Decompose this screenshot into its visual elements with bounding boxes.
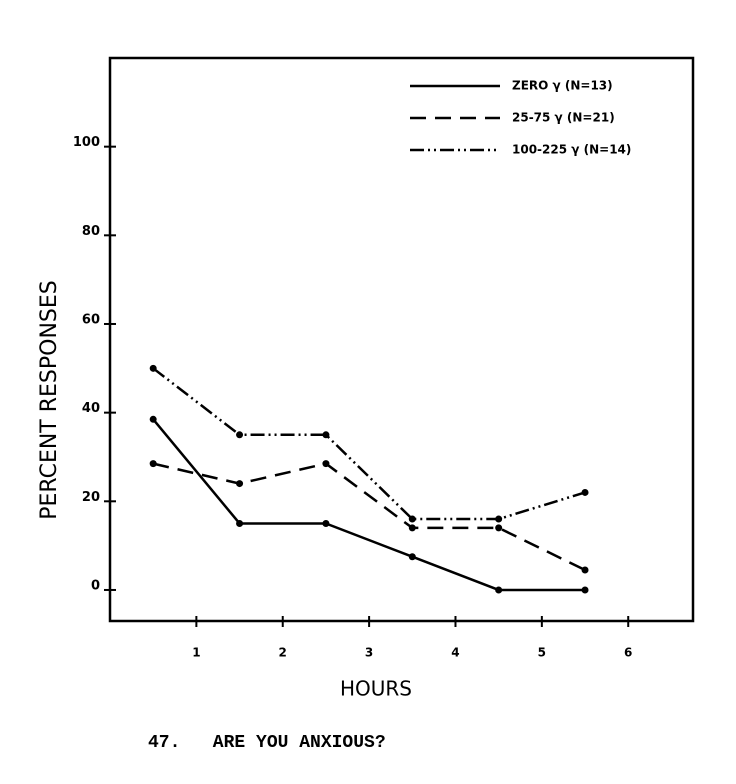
y-axis-label: PERCENT RESPONSES	[37, 280, 62, 520]
x-tick-label: 6	[624, 646, 632, 660]
data-point	[495, 515, 503, 523]
data-point	[322, 431, 330, 439]
data-point	[149, 364, 157, 372]
y-tick-label: 0	[91, 578, 100, 593]
data-point	[495, 586, 503, 594]
data-point	[322, 460, 330, 468]
data-point	[581, 566, 589, 574]
series-line	[152, 367, 586, 521]
x-axis-label: HOURS	[340, 677, 412, 701]
x-tick-label: 2	[279, 646, 287, 660]
data-point	[581, 586, 589, 594]
series-line	[152, 418, 586, 592]
y-tick-label: 80	[82, 224, 100, 239]
x-tick-label: 1	[192, 646, 200, 660]
x-tick-label: 3	[365, 646, 373, 660]
data-point	[408, 553, 416, 561]
data-point	[408, 515, 416, 523]
data-point	[322, 519, 330, 527]
data-point	[236, 519, 244, 527]
legend-label: 100-225 γ (N=14)	[512, 143, 631, 157]
y-tick-label: 60	[82, 312, 100, 327]
data-point	[149, 460, 157, 468]
y-tick-label: 100	[73, 135, 100, 150]
y-tick-label: 20	[82, 490, 100, 505]
legend-label: 25-75 γ (N=21)	[512, 111, 615, 125]
chart-title: 47. ARE YOU ANXIOUS?	[148, 733, 386, 753]
plot-frame	[108, 56, 695, 623]
data-point	[408, 524, 416, 532]
x-tick-label: 4	[451, 646, 459, 660]
data-point	[236, 431, 244, 439]
series-line	[152, 462, 586, 572]
y-tick-label: 40	[82, 401, 100, 416]
x-tick-label: 5	[538, 646, 546, 660]
legend-label: ZERO γ (N=13)	[512, 79, 613, 93]
data-point	[149, 415, 157, 423]
data-point	[581, 488, 589, 496]
data-point	[495, 524, 503, 532]
data-point	[236, 480, 244, 488]
